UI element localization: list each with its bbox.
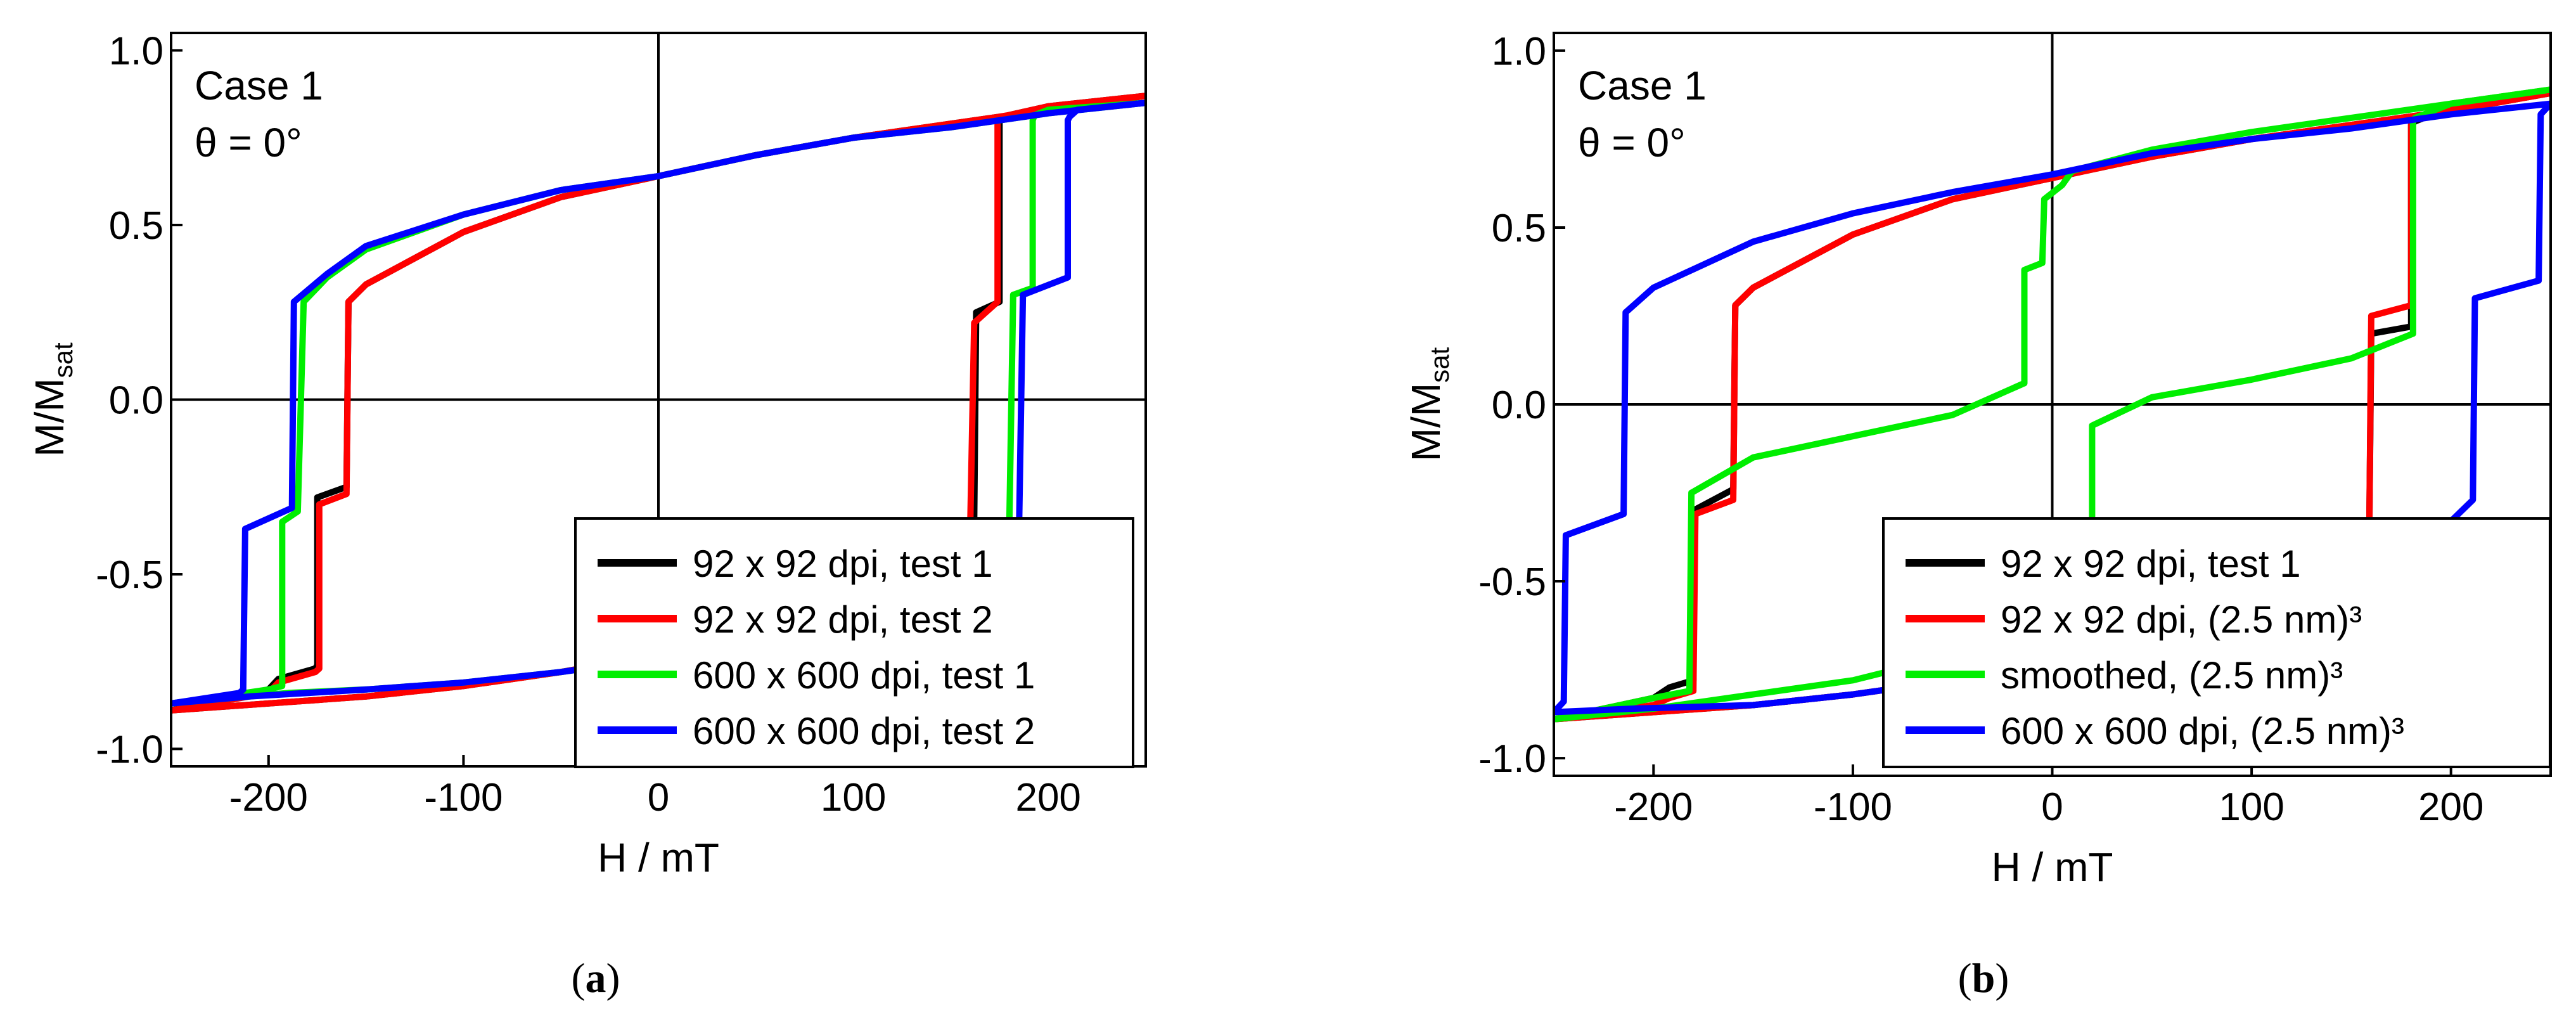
y-tick-label: -1.0 <box>96 728 163 771</box>
x-tick-label: 0 <box>2041 785 2063 829</box>
legend-label: 600 x 600 dpi, test 2 <box>693 710 1035 752</box>
legend-label: smoothed, (2.5 nm)³ <box>2001 654 2343 697</box>
y-tick-label: 0.5 <box>1492 207 1546 250</box>
y-tick-label: -0.5 <box>96 553 163 597</box>
series-4-ascending-branch <box>1554 100 2551 716</box>
legend-label: 600 x 600 dpi, (2.5 nm)³ <box>2001 710 2404 752</box>
x-tick-label: -100 <box>1814 785 1892 829</box>
panel-a: -1.0 -0.5 0.0 0.5 1.0 -200 -100 0 100 200 H / mT M/… <box>27 30 1147 1001</box>
panel-label: (a) <box>572 955 620 1001</box>
x-tick-label: -100 <box>424 776 503 820</box>
legend-label: 92 x 92 dpi, test 1 <box>2001 543 2301 585</box>
x-tick-label: -200 <box>1614 785 1693 829</box>
y-tick-label: 0.5 <box>109 204 163 248</box>
x-tick-label: 100 <box>2219 785 2284 829</box>
y-tick-label: -1.0 <box>1478 737 1546 781</box>
x-axis-label: H / mT <box>598 835 719 880</box>
y-tick-label: 0.0 <box>1492 383 1546 427</box>
x-tick-label: 0 <box>648 776 669 820</box>
legend-label: 92 x 92 dpi, (2.5 nm)³ <box>2001 598 2362 641</box>
legend: 92 x 92 dpi, test 1 92 x 92 dpi, (2.5 nm)… <box>1882 517 2551 768</box>
x-tick-label: 200 <box>2418 785 2483 829</box>
angle-annotation: θ = 0° <box>195 120 302 165</box>
y-tick-label: 1.0 <box>1492 30 1546 74</box>
y-tick-label: 1.0 <box>109 30 163 74</box>
legend-label: 600 x 600 dpi, test 1 <box>693 654 1035 697</box>
y-tick-label: -0.5 <box>1478 560 1546 604</box>
panel-b: -1.0 -0.5 0.0 0.5 1.0 -200 -100 0 100 200 H / mT M/… <box>1403 30 2552 1001</box>
series-3-ascending-branch <box>1554 86 2551 723</box>
y-axis-label: M/Msat <box>1403 347 1454 461</box>
case-annotation: Case 1 <box>195 63 323 108</box>
x-axis-label: H / mT <box>1992 844 2113 890</box>
case-annotation: Case 1 <box>1578 63 1707 108</box>
y-tick-label: 0.0 <box>109 379 163 423</box>
x-tick-label: 100 <box>821 776 886 820</box>
y-axis-label: M/Msat <box>27 342 78 457</box>
legend-label: 92 x 92 dpi, test 1 <box>693 543 993 585</box>
legend-label: 92 x 92 dpi, test 2 <box>693 598 993 641</box>
series-4-ascending-branch <box>171 100 1146 707</box>
x-tick-label: -200 <box>229 776 308 820</box>
angle-annotation: θ = 0° <box>1578 120 1686 165</box>
legend-box <box>1882 517 2551 768</box>
x-tick-label: 200 <box>1015 776 1080 820</box>
legend: 92 x 92 dpi, test 1 92 x 92 dpi, test 2 60… <box>574 517 1134 768</box>
panel-label: (b) <box>1958 955 2009 1001</box>
